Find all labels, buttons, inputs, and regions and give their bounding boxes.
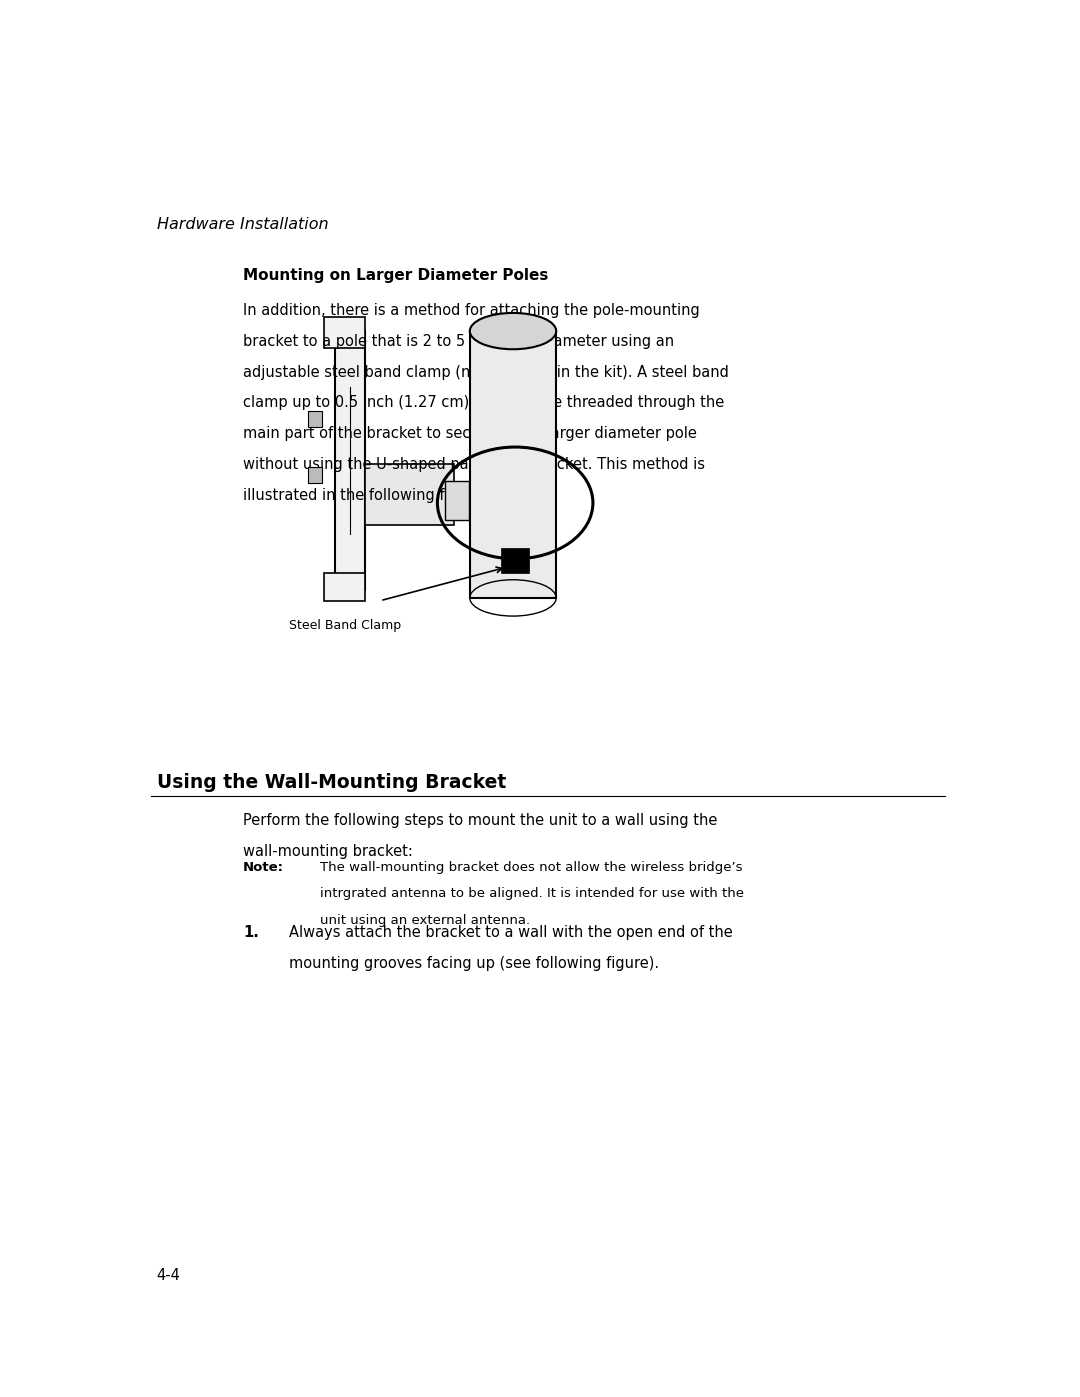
Text: main part of the bracket to secure it to a larger diameter pole: main part of the bracket to secure it to… [243,426,697,441]
Text: intrgrated antenna to be aligned. It is intended for use with the: intrgrated antenna to be aligned. It is … [320,887,744,900]
Text: Perform the following steps to mount the unit to a wall using the: Perform the following steps to mount the… [243,813,717,828]
Text: illustrated in the following figure.: illustrated in the following figure. [243,488,487,503]
Bar [365,464,454,525]
Text: Steel Band Clamp: Steel Band Clamp [289,619,402,631]
Bar [308,467,322,483]
Polygon shape [324,573,365,601]
Text: unit using an external antenna.: unit using an external antenna. [320,914,530,926]
Text: Always attach the bracket to a wall with the open end of the: Always attach the bracket to a wall with… [289,925,733,940]
Text: Mounting on Larger Diameter Poles: Mounting on Larger Diameter Poles [243,268,549,284]
Polygon shape [324,317,365,348]
Text: In addition, there is a method for attaching the pole-mounting: In addition, there is a method for attac… [243,303,700,319]
Text: mounting grooves facing up (see following figure).: mounting grooves facing up (see followin… [289,956,660,971]
Text: bracket to a pole that is 2 to 5 inches in diameter using an: bracket to a pole that is 2 to 5 inches … [243,334,674,349]
Ellipse shape [470,313,556,349]
Bar [308,411,322,427]
Text: wall-mounting bracket:: wall-mounting bracket: [243,844,413,859]
Text: clamp up to 0.5 inch (1.27 cm) wide can be threaded through the: clamp up to 0.5 inch (1.27 cm) wide can … [243,395,725,411]
Text: Hardware Installation: Hardware Installation [157,217,328,232]
Text: 1.: 1. [243,925,259,940]
Text: Using the Wall-Mounting Bracket: Using the Wall-Mounting Bracket [157,773,505,792]
Text: Note:: Note: [243,861,284,873]
Text: 4-4: 4-4 [157,1268,180,1284]
Bar [335,331,365,590]
Bar [470,331,556,598]
Bar [501,548,529,573]
Text: adjustable steel band clamp (not included in the kit). A steel band: adjustable steel band clamp (not include… [243,365,729,380]
Text: without using the U-shaped part of the bracket. This method is: without using the U-shaped part of the b… [243,457,705,472]
Text: The wall-mounting bracket does not allow the wireless bridge’s: The wall-mounting bracket does not allow… [320,861,742,873]
Bar [445,481,469,520]
